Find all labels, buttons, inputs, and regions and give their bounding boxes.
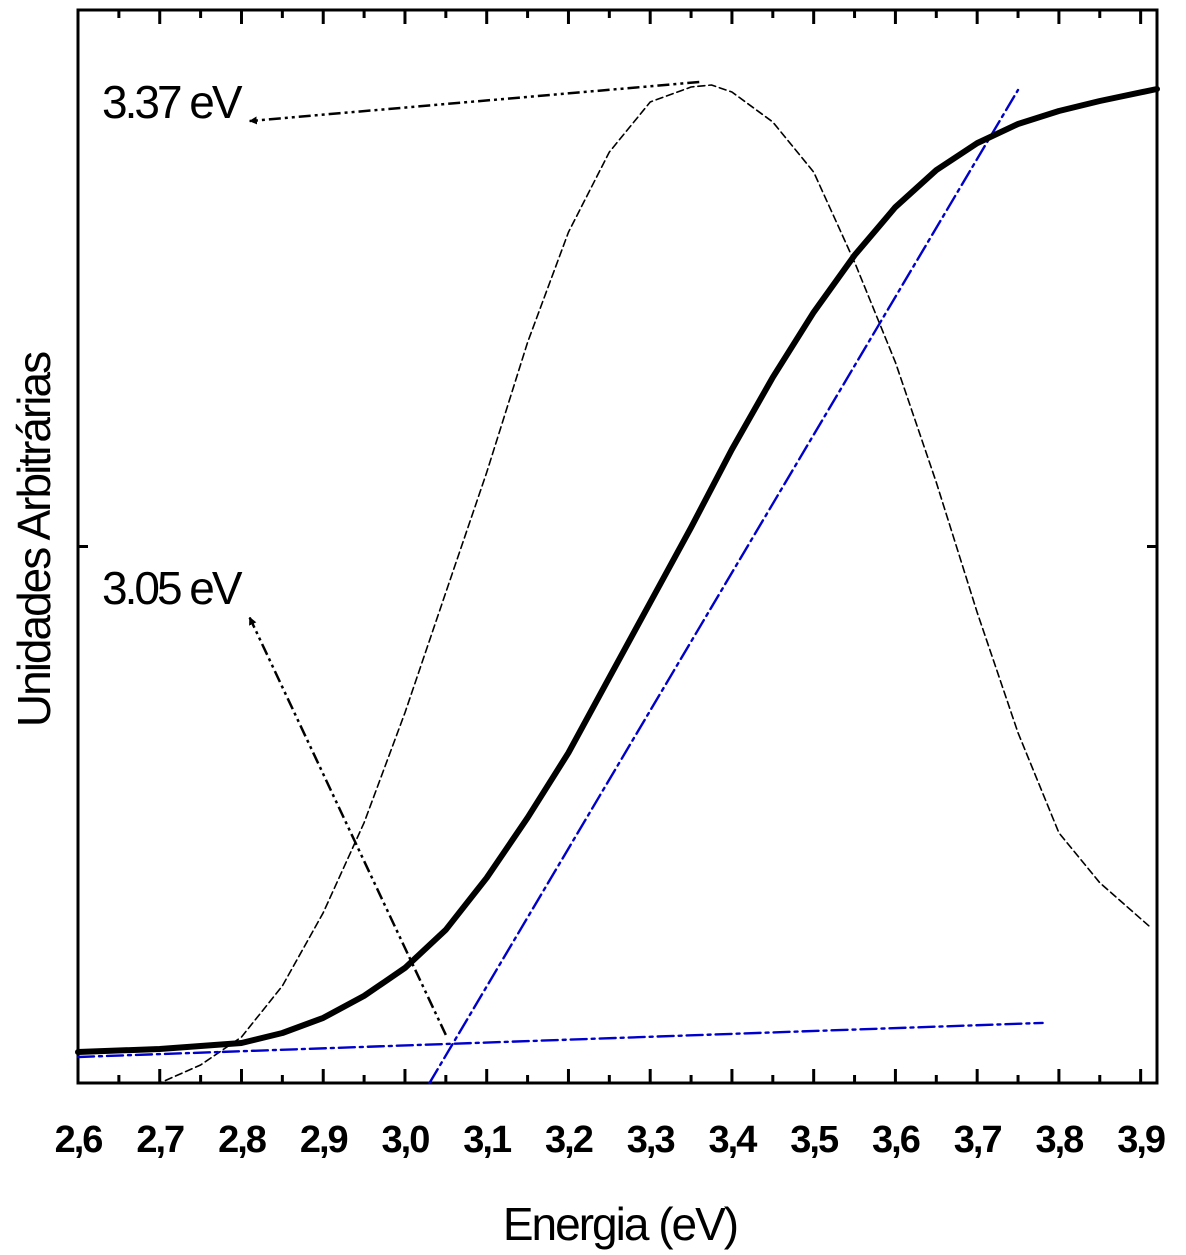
x-tick-label: 2,7 [136,1119,184,1161]
x-tick-label: 3,8 [1035,1119,1083,1161]
x-tick-label: 3,1 [463,1119,512,1161]
x-tick-label: 3,5 [790,1119,839,1161]
edge-fit-line [428,88,1020,1085]
x-tick-label: 2,9 [300,1119,348,1161]
annotation-label: 3.05 eV [102,562,243,614]
baseline-fit-line [76,1021,1044,1059]
x-tick-labels: 2,6 2,7 2,8 2,9 3,0 3,1 3,2 3,3 3,4 3,5 3,6 3,7 3,8 3… [55,1119,1167,1161]
x-tick-label: 3,4 [709,1119,758,1161]
x-tick-label: 3,7 [954,1119,1002,1161]
annotation-label: 3.37 eV [102,76,243,128]
plot-area [76,8,1159,1085]
x-tick-label: 2,6 [55,1119,103,1161]
x-tick-label: 3,6 [872,1119,920,1161]
x-tick-label: 3,2 [545,1119,593,1161]
absorbance-curve [75,86,1160,1055]
x-tick-label: 3,9 [1117,1119,1165,1161]
axis-ticks [76,10,1157,1083]
x-tick-label: 2,8 [218,1119,266,1161]
x-tick-label: 3,3 [627,1119,675,1161]
annotation-arrow [248,80,700,125]
derivative-curve [77,84,1150,1084]
annotation-arrow [248,616,447,1036]
x-tick-label: 3,0 [382,1119,430,1161]
plot-frame [76,8,1159,1085]
series-group [75,84,1160,1085]
y-axis-label: Unidades Arbitrárias [8,352,60,727]
x-axis-label: Energia (eV) [503,1198,737,1250]
annotations: 3.37 eV 3.05 eV [102,76,700,1036]
